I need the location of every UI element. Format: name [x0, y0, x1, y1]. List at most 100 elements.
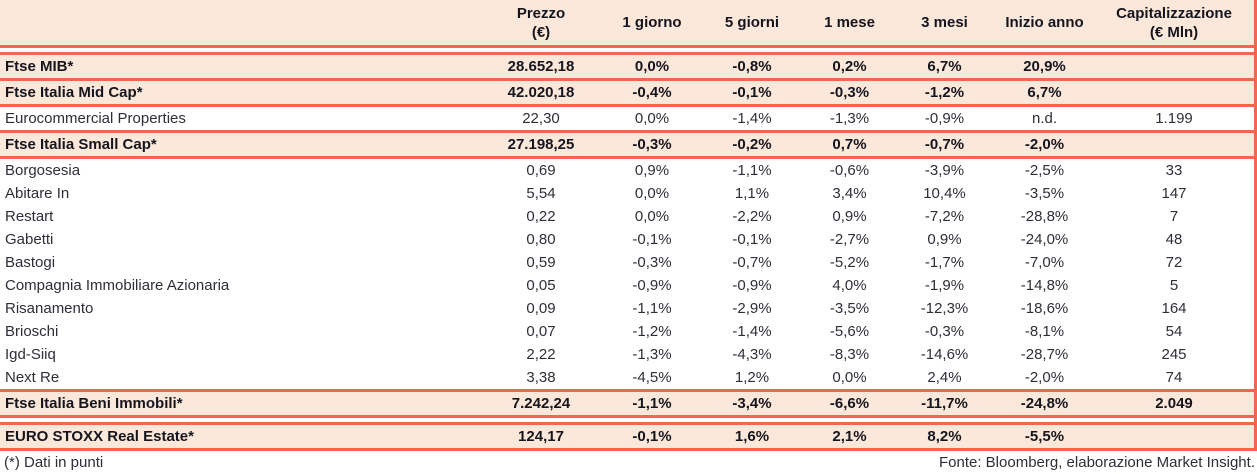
header-1-giorno: 1 giorno	[602, 0, 702, 45]
row-1-mese: -0,3%	[829, 84, 870, 101]
row-name: Next Re	[5, 369, 60, 386]
row-capitalizzazione: 245	[1161, 346, 1187, 363]
table-row: Borgosesia 0,69 0,9% -1,1% -0,6% -3,9% -…	[0, 159, 1254, 182]
row-prezzo: 42.020,18	[507, 84, 575, 101]
row-inizio-anno: -18,6%	[1020, 300, 1069, 317]
header-capitalizzazione: Capitalizzazione (€ Mln)	[1097, 0, 1251, 45]
row-1-mese: 0,0%	[832, 369, 867, 386]
header-inizio-anno-label: Inizio anno	[1005, 14, 1084, 31]
row-name: Compagnia Immobiliare Azionaria	[5, 277, 230, 294]
row-inizio-anno: -24,0%	[1020, 231, 1069, 248]
table-row: Ftse Italia Small Cap* 27.198,25 -0,3% -…	[0, 133, 1254, 156]
header-capitalizzazione-sublabel: (€ Mln)	[1149, 23, 1199, 41]
row-capitalizzazione: 1.199	[1155, 110, 1193, 127]
row-3-mesi: -14,6%	[920, 346, 969, 363]
row-inizio-anno: -8,1%	[1024, 323, 1065, 340]
row-1-giorno: -0,4%	[632, 84, 672, 101]
row-1-giorno: 0,0%	[634, 58, 670, 75]
row-5-giorni: -2,2%	[732, 208, 772, 225]
row-inizio-anno: -28,8%	[1020, 208, 1069, 225]
row-1-giorno: 0,0%	[634, 110, 670, 127]
row-5-giorni: -0,1%	[732, 84, 772, 101]
row-prezzo: 0,69	[526, 162, 556, 179]
row-3-mesi: 2,4%	[927, 369, 962, 386]
row-1-giorno: -0,3%	[632, 254, 672, 271]
table-row: Risanamento 0,09 -1,1% -2,9% -3,5% -12,3…	[0, 297, 1254, 320]
table-row: Ftse Italia Beni Immobili* 7.242,24 -1,1…	[0, 392, 1254, 415]
row-capitalizzazione: 33	[1165, 162, 1183, 179]
row-1-mese: -0,6%	[829, 162, 870, 179]
table-footnote-row: (*) Dati in punti Fonte: Bloomberg, elab…	[0, 451, 1257, 474]
row-5-giorni: -4,3%	[732, 346, 772, 363]
row-1-mese: -3,5%	[829, 300, 870, 317]
row-prezzo: 28.652,18	[507, 58, 575, 75]
row-name: Ftse MIB*	[5, 58, 74, 75]
row-3-mesi: -0,3%	[924, 323, 965, 340]
row-1-giorno: 0,0%	[634, 185, 670, 202]
row-inizio-anno: n.d.	[1031, 110, 1058, 127]
row-3-mesi: -3,9%	[924, 162, 965, 179]
row-name: Igd-Siiq	[5, 346, 56, 363]
row-1-mese: -8,3%	[829, 346, 870, 363]
row-inizio-anno: 20,9%	[1023, 58, 1066, 75]
row-prezzo: 0,59	[526, 254, 556, 271]
header-1-giorno-label: 1 giorno	[622, 14, 682, 31]
row-5-giorni: -0,7%	[732, 254, 772, 271]
row-name: Ftse Italia Small Cap*	[5, 136, 157, 153]
row-5-giorni: -0,1%	[732, 231, 772, 248]
row-1-mese: 4,0%	[832, 277, 867, 294]
row-3-mesi: -0,9%	[924, 110, 965, 127]
section-divider	[0, 448, 1254, 451]
row-inizio-anno: -28,7%	[1020, 346, 1069, 363]
row-name: EURO STOXX Real Estate*	[5, 428, 194, 445]
row-3-mesi: 0,9%	[927, 231, 962, 248]
row-inizio-anno: -2,0%	[1024, 136, 1065, 153]
table-row: Brioschi 0,07 -1,2% -1,4% -5,6% -0,3% -8…	[0, 320, 1254, 343]
row-5-giorni: -0,8%	[732, 58, 772, 75]
header-prezzo-sublabel: (€)	[531, 23, 551, 41]
row-prezzo: 0,22	[526, 208, 556, 225]
row-capitalizzazione: 72	[1165, 254, 1183, 271]
row-capitalizzazione: 48	[1165, 231, 1183, 248]
table-row: Next Re 3,38 -4,5% 1,2% 0,0% 2,4% -2,0% …	[0, 366, 1254, 389]
row-1-mese: 0,2%	[832, 58, 867, 75]
row-1-giorno: -1,2%	[632, 323, 672, 340]
row-name: Restart	[5, 208, 54, 225]
row-5-giorni: 1,2%	[734, 369, 770, 386]
section-divider	[0, 415, 1254, 425]
row-capitalizzazione: 7	[1169, 208, 1179, 225]
table-row: Ftse Italia Mid Cap* 42.020,18 -0,4% -0,…	[0, 81, 1254, 104]
row-capitalizzazione: 5	[1169, 277, 1179, 294]
header-1-mese: 1 mese	[802, 0, 897, 45]
row-name: Ftse Italia Mid Cap*	[5, 84, 143, 101]
row-3-mesi: 10,4%	[923, 185, 966, 202]
row-prezzo: 2,22	[526, 346, 556, 363]
row-1-mese: 0,7%	[832, 136, 867, 153]
row-5-giorni: 1,6%	[734, 428, 770, 445]
row-3-mesi: -7,2%	[924, 208, 965, 225]
row-name: Abitare In	[5, 185, 70, 202]
row-prezzo: 7.242,24	[511, 395, 571, 412]
header-prezzo-label: Prezzo	[516, 4, 566, 22]
row-3-mesi: -0,7%	[924, 136, 965, 153]
row-1-mese: 3,4%	[832, 185, 867, 202]
row-name: Brioschi	[5, 323, 59, 340]
table-row: Gabetti 0,80 -0,1% -0,1% -2,7% 0,9% -24,…	[0, 228, 1254, 251]
header-5-giorni-label: 5 giorni	[724, 14, 780, 31]
row-inizio-anno: -2,5%	[1024, 162, 1065, 179]
row-1-mese: -5,2%	[829, 254, 870, 271]
row-5-giorni: 1,1%	[734, 185, 770, 202]
source-text: Fonte: Bloomberg, elaborazione Market In…	[938, 454, 1255, 471]
row-1-giorno: -0,1%	[632, 231, 672, 248]
row-3-mesi: -11,7%	[921, 395, 968, 412]
row-prezzo: 27.198,25	[507, 136, 575, 153]
header-5-giorni: 5 giorni	[702, 0, 802, 45]
table-header-row: Prezzo (€) 1 giorno 5 giorni 1 mese 3 me…	[0, 0, 1254, 45]
row-capitalizzazione: 147	[1161, 185, 1187, 202]
row-1-giorno: -4,5%	[632, 369, 672, 386]
row-name: Ftse Italia Beni Immobili*	[5, 395, 183, 412]
row-5-giorni: -0,9%	[732, 277, 772, 294]
row-capitalizzazione: 2.049	[1155, 395, 1193, 412]
row-1-mese: -1,3%	[829, 110, 870, 127]
